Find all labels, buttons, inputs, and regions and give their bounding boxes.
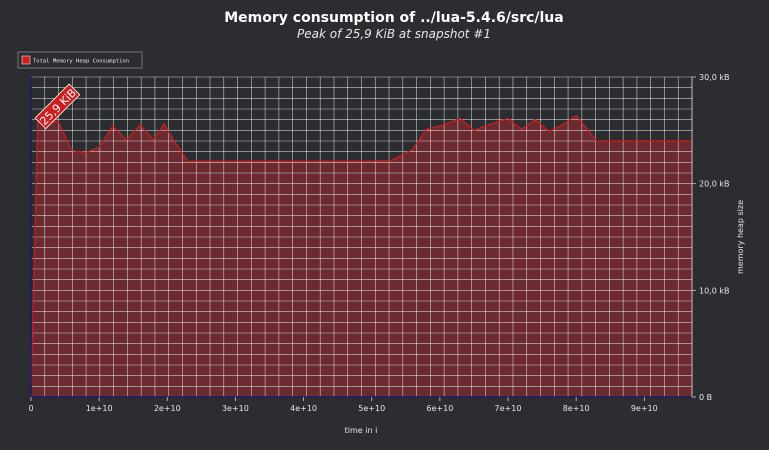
y-axis-label: memory heap size [736,200,745,274]
x-tick-label: 4e+10 [290,404,317,413]
x-tick-label: 3e+10 [222,404,249,413]
x-tick-label: 9e+10 [631,404,658,413]
x-tick-label: 6e+10 [426,404,453,413]
peak-annotation-box [34,83,81,130]
series-line [30,114,692,398]
x-axis-label: time in i [345,426,378,435]
chart-title: Memory consumption of ../lua-5.4.6/src/l… [224,10,563,26]
legend: Total Memory Heap Consumption [17,51,143,69]
chart-subtitle: Peak of 25,9 KiB at snapshot #1 [297,27,491,41]
x-tick-label: 5e+10 [358,404,385,413]
legend-swatch [21,55,31,65]
x-tick-label: 7e+10 [495,404,522,413]
legend-box [17,51,143,69]
y-tick-label: 10,0 kB [699,286,729,295]
y-tick-label: 20,0 kB [699,180,729,189]
legend-label: Total Memory Heap Consumption [33,59,129,65]
x-tick-label: 0 [28,404,33,413]
x-tick-label: 1e+10 [86,404,113,413]
x-tick-label: 8e+10 [563,404,590,413]
plot-area: 0 1e+10 2e+10 3e+10 4e+10 5e+10 6e+10 7e+10 8e+1… [28,73,729,413]
y-tick-label: 30,0 kB [699,73,729,82]
y-tick-label: 0 B [699,393,712,402]
x-tick-label: 2e+10 [154,404,181,413]
